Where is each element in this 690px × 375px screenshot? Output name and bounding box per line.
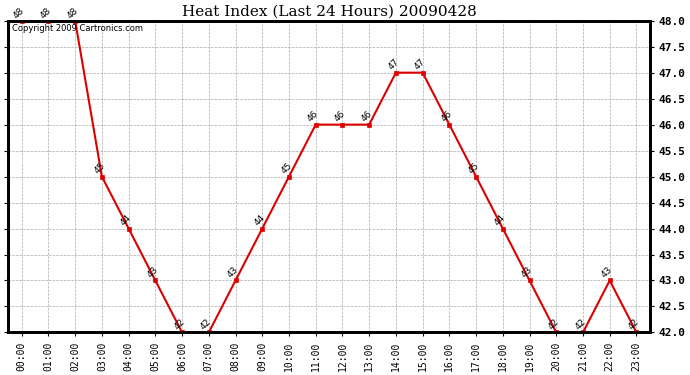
Text: 44: 44 [253,213,267,228]
Text: 46: 46 [306,110,320,124]
Text: 43: 43 [146,265,160,280]
Text: 45: 45 [279,161,294,176]
Text: 46: 46 [440,110,454,124]
Text: Copyright 2009 Cartronics.com: Copyright 2009 Cartronics.com [12,24,143,33]
Text: 42: 42 [199,317,213,332]
Text: 47: 47 [413,57,427,72]
Text: 44: 44 [493,213,507,228]
Text: 46: 46 [359,110,374,124]
Text: 42: 42 [627,317,641,332]
Text: 45: 45 [92,161,106,176]
Text: 48: 48 [12,6,26,20]
Text: 45: 45 [466,161,481,176]
Text: 43: 43 [600,265,614,280]
Text: 44: 44 [119,213,133,228]
Text: 42: 42 [573,317,588,332]
Text: 46: 46 [333,110,347,124]
Text: 48: 48 [39,6,53,20]
Text: 47: 47 [386,57,401,72]
Text: 42: 42 [546,317,561,332]
Text: 43: 43 [226,265,240,280]
Text: 42: 42 [172,317,187,332]
Title: Heat Index (Last 24 Hours) 20090428: Heat Index (Last 24 Hours) 20090428 [181,4,476,18]
Text: 43: 43 [520,265,534,280]
Text: 48: 48 [66,6,80,20]
